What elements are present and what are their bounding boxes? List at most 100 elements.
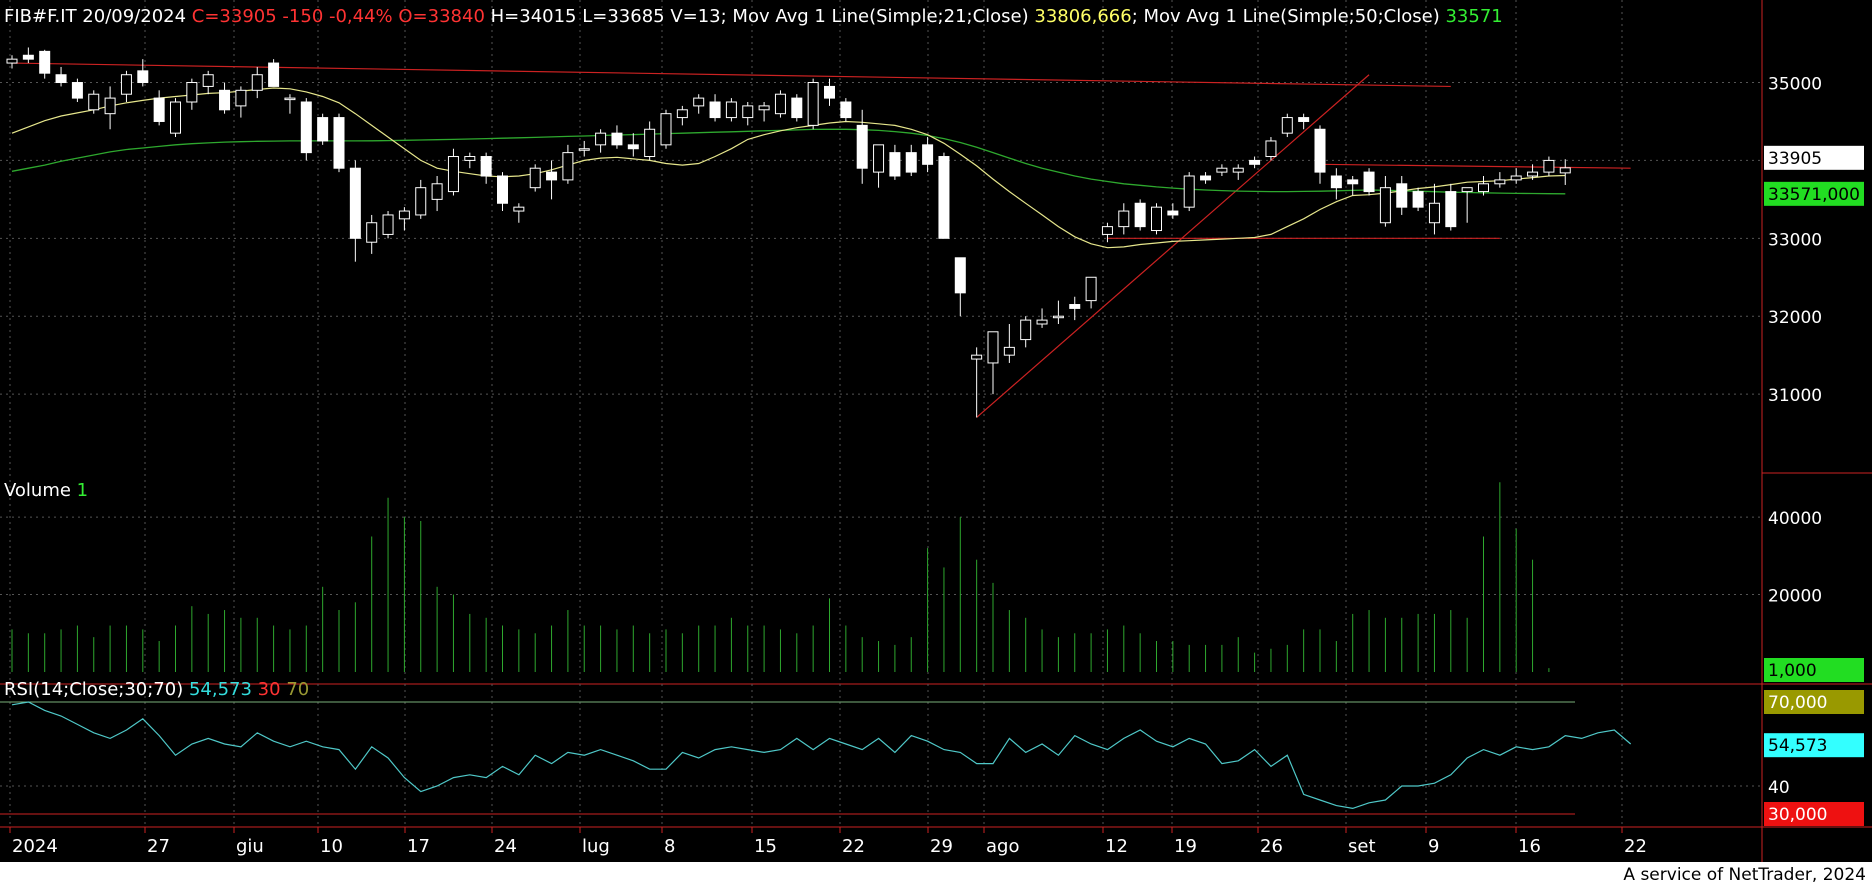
candle-body bbox=[938, 156, 950, 239]
x-axis-tick-label: ago bbox=[986, 836, 1019, 857]
candle-body bbox=[693, 97, 705, 107]
candle-body bbox=[1478, 183, 1489, 193]
rsi-header-lower: 30 bbox=[257, 679, 287, 700]
volume-last-label: 1,000 bbox=[1768, 661, 1817, 681]
ma50-value-label: 33571,000 bbox=[1768, 185, 1860, 205]
x-axis-tick-label: 26 bbox=[1260, 836, 1283, 857]
candle-body bbox=[186, 82, 198, 103]
candle-body bbox=[758, 105, 770, 111]
chart-canvas[interactable]: 3100032000330003400035000200004000040202… bbox=[0, 0, 1872, 862]
price-axis-tick: 35000 bbox=[1768, 75, 1822, 95]
candle-body bbox=[349, 167, 361, 239]
rsi-last-badge bbox=[1764, 733, 1864, 758]
ma50-badge bbox=[1764, 181, 1864, 206]
candle-body bbox=[513, 206, 525, 212]
x-axis-tick-label: 19 bbox=[1174, 836, 1197, 857]
volume-header: Volume 1 bbox=[4, 480, 88, 502]
candle-body bbox=[1461, 187, 1473, 193]
candle-body bbox=[954, 257, 966, 294]
candle-body bbox=[1052, 315, 1064, 319]
price-axis-tick: 33000 bbox=[1768, 230, 1822, 250]
candle-body bbox=[709, 101, 721, 119]
x-axis-tick-label: 22 bbox=[842, 836, 865, 857]
rsi-header-label: RSI(14;Close;30;70) bbox=[4, 679, 189, 700]
volume-axis-tick: 40000 bbox=[1768, 509, 1822, 529]
candle-body bbox=[1036, 319, 1048, 325]
candle-body bbox=[1101, 226, 1113, 235]
candle-body bbox=[562, 152, 574, 181]
candle-body bbox=[251, 74, 263, 91]
candle-body bbox=[88, 93, 100, 111]
candle-body bbox=[382, 214, 394, 235]
candle-body bbox=[644, 128, 656, 158]
candle-body bbox=[1265, 140, 1277, 158]
candle-body bbox=[1428, 202, 1440, 224]
header-ma21-label: ; Mov Avg 1 Line(Simple;21;Close) bbox=[720, 6, 1035, 27]
footer-credit: A service of NetTrader, 2024 bbox=[1623, 865, 1866, 885]
candle-body bbox=[22, 54, 34, 60]
candle-body bbox=[1183, 175, 1195, 208]
rsi-header-value: 54,573 bbox=[188, 679, 258, 700]
candle-body bbox=[39, 50, 51, 74]
candle-body bbox=[317, 117, 329, 142]
candle-body bbox=[529, 167, 541, 189]
header-high-low-volume: H=34015 L=33685 V=13 bbox=[490, 6, 721, 27]
rsi-header: RSI(14;Close;30;70) 54,573 30 70 bbox=[4, 679, 309, 701]
candle-body bbox=[333, 117, 345, 169]
volume-header-value: 1 bbox=[76, 480, 89, 501]
price-axis-tick: 31000 bbox=[1768, 386, 1822, 406]
candle-body bbox=[447, 156, 459, 193]
x-axis-tick-label: 17 bbox=[407, 836, 430, 857]
candle-body bbox=[268, 62, 280, 87]
candle-body bbox=[578, 148, 590, 151]
candle-body bbox=[1151, 206, 1162, 232]
header-ma50-value: 33571 bbox=[1445, 6, 1503, 27]
candle-body bbox=[202, 74, 214, 87]
rsi-axis-tick: 40 bbox=[1768, 778, 1790, 798]
candle-body bbox=[170, 101, 181, 134]
rsi-upper-label: 70,000 bbox=[1768, 693, 1827, 713]
candle-body bbox=[1396, 183, 1408, 208]
price-axis-tick: 32000 bbox=[1768, 308, 1822, 328]
candle-body bbox=[366, 222, 378, 243]
footer-bar: A service of NetTrader, 2024 bbox=[0, 862, 1872, 888]
candle-body bbox=[55, 74, 67, 84]
header-close-change: C=33905 -150 -0,44% O=33840 bbox=[191, 6, 491, 27]
candle-body bbox=[1134, 202, 1146, 228]
candle-body bbox=[235, 89, 247, 107]
candle-body bbox=[1200, 175, 1212, 181]
candle-body bbox=[725, 101, 737, 119]
candle-body bbox=[104, 97, 116, 115]
candle-body bbox=[464, 156, 476, 161]
candle-body bbox=[1020, 319, 1032, 341]
candle-body bbox=[1118, 210, 1130, 228]
x-axis-tick-label: 9 bbox=[1428, 836, 1439, 857]
candle-body bbox=[300, 101, 312, 154]
x-axis-tick-label: 12 bbox=[1105, 836, 1128, 857]
candle-body bbox=[840, 101, 852, 119]
candle-body bbox=[1281, 117, 1293, 134]
candle-body bbox=[1543, 159, 1555, 173]
candle-body bbox=[1330, 175, 1342, 189]
candle-body bbox=[1494, 179, 1506, 185]
candle-body bbox=[1510, 175, 1522, 181]
candle-body bbox=[807, 82, 819, 126]
x-axis-tick-label: lug bbox=[582, 836, 610, 857]
candle-body bbox=[971, 354, 983, 360]
candle-body bbox=[922, 144, 934, 165]
price-header: FIB#F.IT 20/09/2024 C=33905 -150 -0,44% … bbox=[4, 6, 1503, 28]
range-upper-line bbox=[1319, 163, 1631, 169]
header-ma50-label: ; Mov Avg 1 Line(Simple;50;Close) bbox=[1131, 6, 1446, 27]
x-axis-tick-label: 24 bbox=[494, 836, 517, 857]
candle-body bbox=[1559, 167, 1571, 174]
x-axis-tick-label: 16 bbox=[1518, 836, 1541, 857]
candle-body bbox=[1363, 171, 1375, 193]
candle-body bbox=[219, 89, 231, 111]
rsi-upper-badge bbox=[1764, 690, 1864, 714]
rsi-header-upper: 70 bbox=[286, 679, 310, 700]
candle-body bbox=[856, 124, 868, 169]
rsi-last-label: 54,573 bbox=[1768, 736, 1827, 756]
candle-body bbox=[284, 97, 296, 101]
candle-body bbox=[153, 97, 165, 122]
x-axis-tick-label: giu bbox=[236, 836, 264, 857]
